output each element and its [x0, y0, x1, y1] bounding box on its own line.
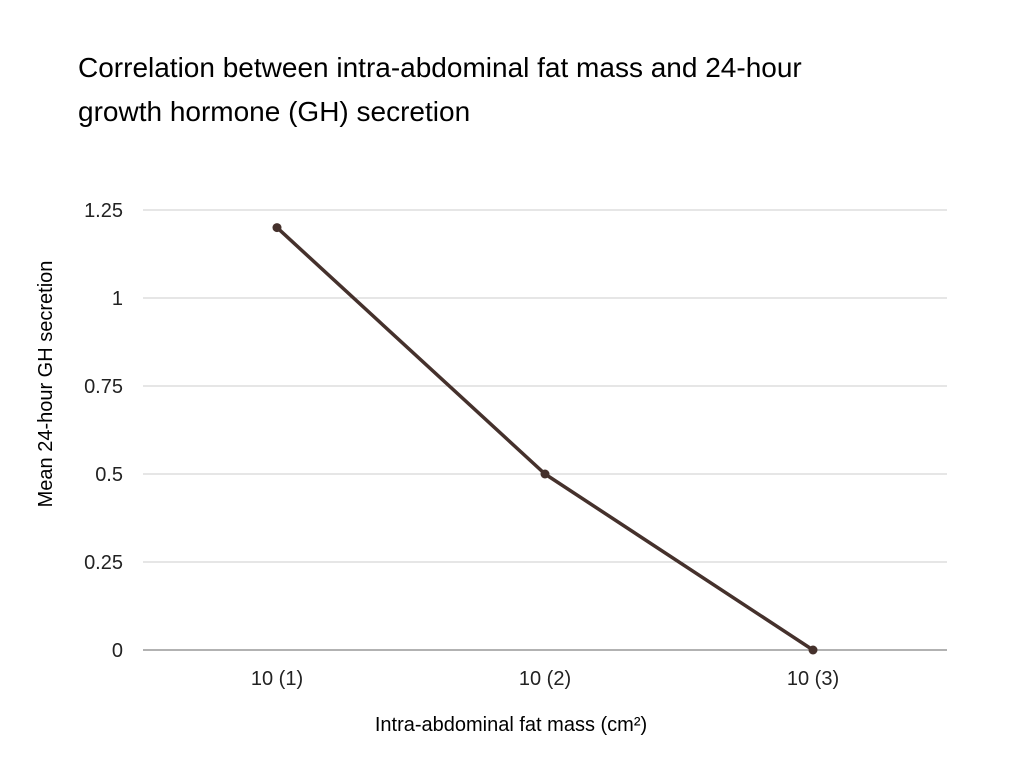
y-axis-title: Mean 24-hour GH secretion — [35, 261, 57, 508]
x-axis-ticks: 10 (1) 10 (2) 10 (3) — [251, 668, 839, 690]
y-axis-ticks: 0 0.25 0.5 0.75 1 1.25 — [84, 200, 123, 662]
data-point — [808, 645, 818, 655]
series-line — [275, 225, 815, 652]
y-tick-label: 0.25 — [84, 552, 123, 574]
data-point — [272, 223, 282, 233]
y-tick-label: 1.25 — [84, 200, 123, 222]
x-tick-label: 10 (1) — [251, 668, 303, 690]
data-point — [540, 469, 550, 479]
y-tick-label: 1 — [112, 288, 123, 310]
y-tick-label: 0.5 — [95, 464, 123, 486]
gridlines — [143, 209, 947, 651]
y-tick-label: 0.75 — [84, 376, 123, 398]
y-tick-label: 0 — [112, 640, 123, 662]
chart-title: Correlation between intra-abdominal fat … — [78, 52, 802, 127]
x-axis-title: Intra-abdominal fat mass (cm²) — [375, 714, 647, 736]
x-tick-label: 10 (2) — [519, 668, 571, 690]
x-tick-label: 10 (3) — [787, 668, 839, 690]
series-layer — [272, 223, 818, 655]
